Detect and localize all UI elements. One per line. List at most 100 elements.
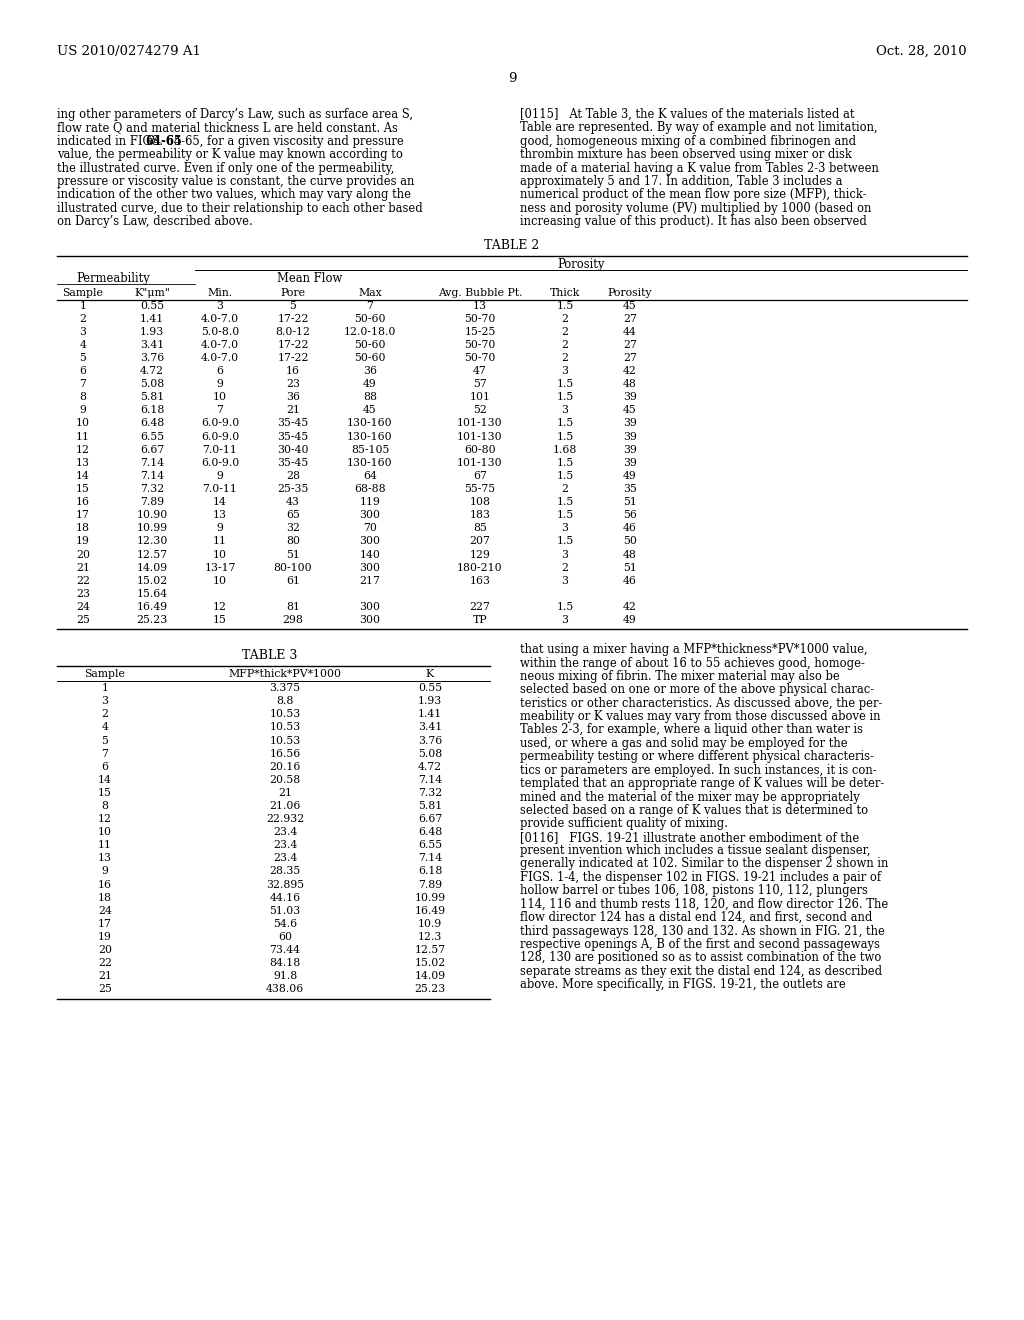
Text: 50-60: 50-60 bbox=[354, 314, 386, 323]
Text: 3: 3 bbox=[216, 301, 223, 310]
Text: 85: 85 bbox=[473, 523, 487, 533]
Text: 4.72: 4.72 bbox=[418, 762, 442, 772]
Text: Tables 2-3, for example, where a liquid other than water is: Tables 2-3, for example, where a liquid … bbox=[520, 723, 863, 737]
Text: 7: 7 bbox=[367, 301, 374, 310]
Text: 10: 10 bbox=[76, 418, 90, 429]
Text: 217: 217 bbox=[359, 576, 381, 586]
Text: 51: 51 bbox=[623, 562, 637, 573]
Text: hollow barrel or tubes 106, 108, pistons 110, 112, plungers: hollow barrel or tubes 106, 108, pistons… bbox=[520, 884, 868, 898]
Text: 1: 1 bbox=[80, 301, 86, 310]
Text: 119: 119 bbox=[359, 498, 381, 507]
Text: 20: 20 bbox=[98, 945, 112, 956]
Text: 7.14: 7.14 bbox=[140, 471, 164, 480]
Text: 2: 2 bbox=[561, 352, 568, 363]
Text: 48: 48 bbox=[623, 379, 637, 389]
Text: 8.8: 8.8 bbox=[276, 696, 294, 706]
Text: Avg. Bubble Pt.: Avg. Bubble Pt. bbox=[437, 288, 522, 297]
Text: Porosity: Porosity bbox=[608, 288, 652, 297]
Text: 2: 2 bbox=[561, 327, 568, 337]
Text: 3.76: 3.76 bbox=[140, 352, 164, 363]
Text: 56: 56 bbox=[623, 511, 637, 520]
Text: 3.41: 3.41 bbox=[140, 341, 164, 350]
Text: 70: 70 bbox=[364, 523, 377, 533]
Text: 1.5: 1.5 bbox=[556, 498, 573, 507]
Text: 1.5: 1.5 bbox=[556, 602, 573, 612]
Text: 6.0-9.0: 6.0-9.0 bbox=[201, 458, 240, 467]
Text: 4: 4 bbox=[80, 341, 86, 350]
Text: 64-65: 64-65 bbox=[144, 135, 181, 148]
Text: 7.14: 7.14 bbox=[418, 854, 442, 863]
Text: 6.18: 6.18 bbox=[418, 866, 442, 876]
Text: 11: 11 bbox=[213, 536, 227, 546]
Text: 9: 9 bbox=[216, 471, 223, 480]
Text: 300: 300 bbox=[359, 511, 381, 520]
Text: neous mixing of fibrin. The mixer material may also be: neous mixing of fibrin. The mixer materi… bbox=[520, 671, 840, 682]
Text: [0115]   At Table 3, the K values of the materials listed at: [0115] At Table 3, the K values of the m… bbox=[520, 108, 854, 121]
Text: 6: 6 bbox=[101, 762, 109, 772]
Text: 10.99: 10.99 bbox=[136, 523, 168, 533]
Text: 39: 39 bbox=[623, 445, 637, 454]
Text: 60-80: 60-80 bbox=[464, 445, 496, 454]
Text: 101: 101 bbox=[469, 392, 490, 403]
Text: 7.89: 7.89 bbox=[418, 879, 442, 890]
Text: 1: 1 bbox=[101, 684, 109, 693]
Text: 55-75: 55-75 bbox=[465, 484, 496, 494]
Text: K"μm": K"μm" bbox=[134, 288, 170, 297]
Text: 1.41: 1.41 bbox=[140, 314, 164, 323]
Text: 32.895: 32.895 bbox=[266, 879, 304, 890]
Text: 8: 8 bbox=[80, 392, 86, 403]
Text: meability or K values may vary from those discussed above in: meability or K values may vary from thos… bbox=[520, 710, 881, 723]
Text: 23.4: 23.4 bbox=[272, 854, 297, 863]
Text: 140: 140 bbox=[359, 549, 381, 560]
Text: teristics or other characteristics. As discussed above, the per-: teristics or other characteristics. As d… bbox=[520, 697, 883, 710]
Text: 21: 21 bbox=[286, 405, 300, 416]
Text: 6: 6 bbox=[216, 366, 223, 376]
Text: 51: 51 bbox=[286, 549, 300, 560]
Text: 45: 45 bbox=[364, 405, 377, 416]
Text: 44: 44 bbox=[624, 327, 637, 337]
Text: 68-88: 68-88 bbox=[354, 484, 386, 494]
Text: 5.81: 5.81 bbox=[418, 801, 442, 810]
Text: 17-22: 17-22 bbox=[278, 314, 309, 323]
Text: Min.: Min. bbox=[208, 288, 232, 297]
Text: 42: 42 bbox=[623, 602, 637, 612]
Text: 50-70: 50-70 bbox=[464, 352, 496, 363]
Text: 85-105: 85-105 bbox=[351, 445, 389, 454]
Text: 10.99: 10.99 bbox=[415, 892, 445, 903]
Text: 12.3: 12.3 bbox=[418, 932, 442, 942]
Text: 21: 21 bbox=[76, 562, 90, 573]
Text: 23: 23 bbox=[76, 589, 90, 599]
Text: 28: 28 bbox=[286, 471, 300, 480]
Text: 2: 2 bbox=[561, 341, 568, 350]
Text: generally indicated at 102. Similar to the dispenser 2 shown in: generally indicated at 102. Similar to t… bbox=[520, 858, 889, 870]
Text: 130-160: 130-160 bbox=[347, 458, 393, 467]
Text: numerical product of the mean flow pore size (MFP), thick-: numerical product of the mean flow pore … bbox=[520, 189, 866, 202]
Text: permeability testing or where different physical characteris-: permeability testing or where different … bbox=[520, 750, 873, 763]
Text: 17: 17 bbox=[76, 511, 90, 520]
Text: 10.90: 10.90 bbox=[136, 511, 168, 520]
Text: 1.5: 1.5 bbox=[556, 511, 573, 520]
Text: 45: 45 bbox=[624, 301, 637, 310]
Text: 7.14: 7.14 bbox=[418, 775, 442, 785]
Text: 1.41: 1.41 bbox=[418, 709, 442, 719]
Text: 18: 18 bbox=[76, 523, 90, 533]
Text: ness and porosity volume (PV) multiplied by 1000 (based on: ness and porosity volume (PV) multiplied… bbox=[520, 202, 871, 215]
Text: illustrated curve, due to their relationship to each other based: illustrated curve, due to their relation… bbox=[57, 202, 423, 215]
Text: 16: 16 bbox=[76, 498, 90, 507]
Text: 1.5: 1.5 bbox=[556, 301, 573, 310]
Text: 25.23: 25.23 bbox=[415, 985, 445, 994]
Text: value, the permeability or K value may known according to: value, the permeability or K value may k… bbox=[57, 148, 402, 161]
Text: on Darcy’s Law, described above.: on Darcy’s Law, described above. bbox=[57, 215, 253, 228]
Text: 19: 19 bbox=[98, 932, 112, 942]
Text: 49: 49 bbox=[624, 471, 637, 480]
Text: Permeability: Permeability bbox=[76, 272, 150, 285]
Text: 10.9: 10.9 bbox=[418, 919, 442, 929]
Text: Oct. 28, 2010: Oct. 28, 2010 bbox=[877, 45, 967, 58]
Text: 32: 32 bbox=[286, 523, 300, 533]
Text: 6: 6 bbox=[80, 366, 86, 376]
Text: 7: 7 bbox=[216, 405, 223, 416]
Text: 81: 81 bbox=[286, 602, 300, 612]
Text: 4.72: 4.72 bbox=[140, 366, 164, 376]
Text: 21: 21 bbox=[278, 788, 292, 797]
Text: 9: 9 bbox=[216, 379, 223, 389]
